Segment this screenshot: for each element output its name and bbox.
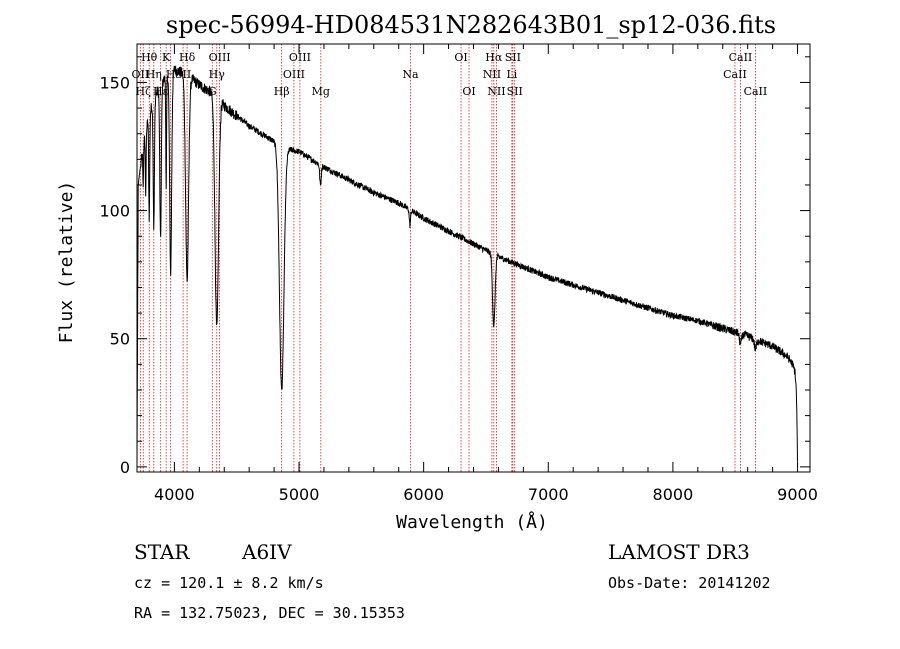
spectrum-line <box>136 65 798 467</box>
plot-frame <box>136 43 811 473</box>
marker-label-27: CaII <box>744 85 768 98</box>
marker-label-24: SII <box>507 85 523 98</box>
marker-label-22: Li <box>506 68 517 81</box>
marker-label-10: Hγ <box>209 68 226 81</box>
marker-label-11: OIII <box>209 51 231 64</box>
x-tick-label: 8000 <box>653 485 694 504</box>
marker-label-26: CaII <box>729 51 753 64</box>
x-tick-label: 9000 <box>777 485 818 504</box>
marker-label-14: OIII <box>289 51 311 64</box>
marker-label-20: Hα <box>485 51 503 64</box>
marker-label-5: H <box>166 68 176 81</box>
marker-label-23: SII <box>505 51 521 64</box>
marker-label-0: Hθ <box>141 51 158 64</box>
line-markers <box>139 44 756 472</box>
y-tick-label: 50 <box>110 330 130 349</box>
y-axis-ticks: 0 50 100 150 <box>99 56 810 477</box>
x-axis-label: Wavelength (Å) <box>396 511 548 533</box>
coordinates-text: RA = 132.75023, DEC = 30.15353 <box>134 604 405 622</box>
marker-label-3: Hη <box>146 68 162 81</box>
survey-name: LAMOST DR3 <box>608 540 750 564</box>
marker-label-6: Hζ <box>135 85 151 98</box>
chart-title: spec-56994-HD084531N282643B01_sp12-036.f… <box>166 11 776 39</box>
marker-label-7: Hδ <box>179 51 196 64</box>
redshift-text: cz = 120.1 ± 8.2 km/s <box>134 574 324 592</box>
x-tick-label: 4000 <box>154 485 195 504</box>
x-tick-label: 5000 <box>279 485 320 504</box>
x-tick-label: 6000 <box>403 485 444 504</box>
marker-label-21: NII <box>487 85 505 98</box>
marker-label-12: Hβ <box>274 85 290 98</box>
marker-label-4: K <box>162 51 171 64</box>
obs-date-text: Obs-Date: 20141202 <box>608 574 771 592</box>
marker-label-18: OI <box>462 85 475 98</box>
y-tick-label: 100 <box>99 202 130 221</box>
y-tick-label: 150 <box>99 73 130 92</box>
marker-label-25: CaII <box>723 68 747 81</box>
x-tick-label: 7000 <box>528 485 569 504</box>
y-axis-label: Flux (relative) <box>56 181 77 344</box>
object-subclass: A6IV <box>242 540 292 564</box>
x-axis-ticks: 4000 5000 6000 7000 8000 9000 <box>154 44 818 504</box>
marker-label-17: OI <box>454 51 467 64</box>
y-tick-label: 0 <box>120 458 130 477</box>
marker-label-15: Mg <box>312 85 330 98</box>
marker-label-19: NII <box>483 68 501 81</box>
line-marker-labels: HθOIIHεHηKHHζHδSIIGHγOIIIHβOIIIOIIIMgNaO… <box>132 51 768 98</box>
marker-label-16: Na <box>402 68 419 81</box>
marker-label-1: OII <box>132 68 150 81</box>
object-class: STAR <box>134 540 190 564</box>
marker-label-13: OIII <box>283 68 305 81</box>
